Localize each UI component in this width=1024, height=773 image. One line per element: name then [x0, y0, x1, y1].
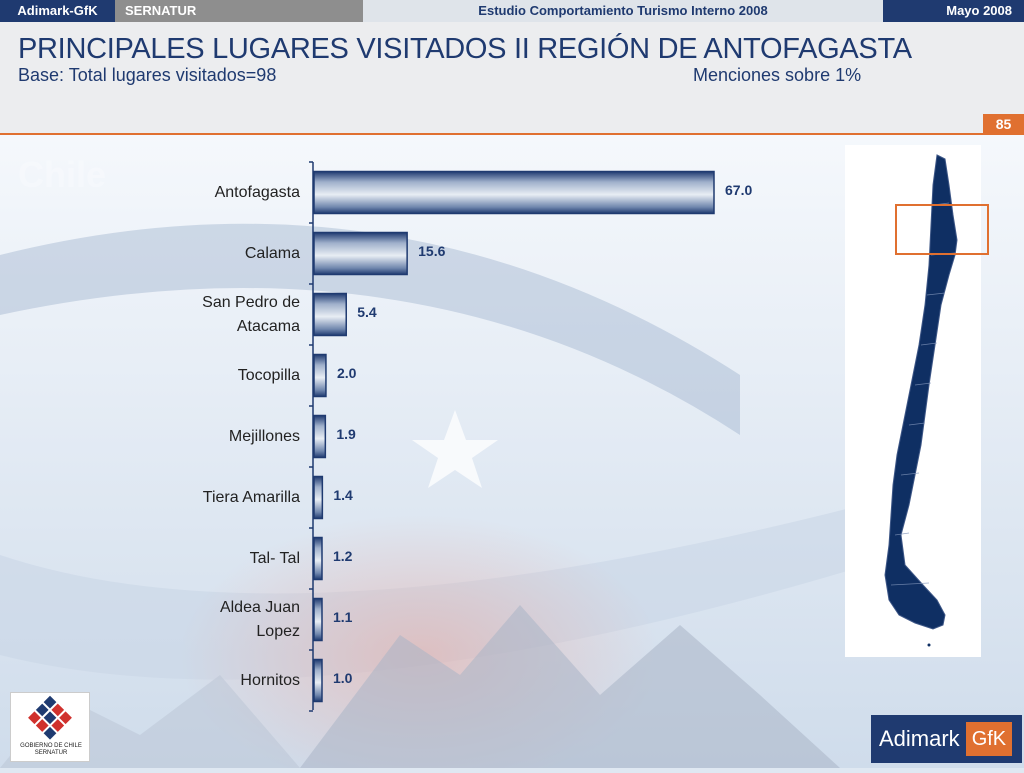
sernatur-text: SERNATUR — [34, 750, 68, 756]
category-label-line-1-0: Calama — [244, 244, 300, 262]
category-label-0: Antofagasta — [100, 181, 300, 205]
bar-chart-plot — [309, 161, 715, 712]
category-label-line-4-0: Mejillones — [228, 427, 300, 445]
category-label-line-8-0: Hornitos — [240, 671, 300, 689]
chile-map — [884, 154, 958, 647]
category-label-line-2-0: San Pedro de — [202, 293, 300, 311]
bar-4 — [313, 414, 327, 459]
category-label-6: Tal- Tal — [100, 547, 300, 571]
adimark-logo-text: Adimark — [879, 726, 960, 751]
adimark-gfk-logo: Adimark GfK — [871, 715, 1022, 763]
category-label-line-7-1: Lopez — [256, 622, 300, 640]
gfk-logo-text: GfK — [965, 722, 1013, 756]
base-subtitle: Base: Total lugares visitados=98 — [18, 65, 277, 85]
value-label-7: 1.1 — [333, 608, 353, 625]
top-bar: Adimark-GfK SERNATUR Estudio Comportamie… — [0, 0, 1024, 22]
chile-map-shape — [884, 154, 958, 630]
category-label-2: San Pedro de Atacama — [100, 291, 300, 339]
category-label-line-5-0: Tiera Amarilla — [202, 488, 300, 506]
value-label-8: 1.0 — [333, 669, 353, 686]
gobierno-text: GOBIERNO DE CHILE — [20, 743, 82, 749]
client-label: SERNATUR — [115, 0, 363, 22]
gobierno-logo: GOBIERNO DE CHILE SERNATUR — [10, 692, 90, 762]
category-label-line-0-0: Antofagasta — [214, 183, 300, 201]
chile-map-panel — [845, 145, 981, 657]
study-title: Estudio Comportamiento Turismo Interno 2… — [363, 0, 883, 22]
svg-text:Chile: Chile — [18, 154, 106, 195]
bar-6 — [313, 536, 323, 581]
date-label: Mayo 2008 — [883, 0, 1024, 22]
bar-0 — [313, 170, 715, 215]
page-number-badge: 85 — [983, 114, 1024, 134]
bar-5 — [313, 475, 324, 520]
category-label-line-3-0: Tocopilla — [237, 366, 300, 384]
bar-chart: Antofagasta Calama San Pedro de Atacama Toco… — [0, 135, 840, 768]
page-title: PRINCIPALES LUGARES VISITADOS II REGIÓN … — [18, 33, 912, 65]
bar-2 — [313, 292, 347, 337]
region-highlight-frame — [895, 204, 989, 255]
category-label-7: Aldea Juan Lopez — [100, 596, 300, 644]
mentions-note: Menciones sobre 1% — [693, 65, 862, 85]
bar-8 — [313, 658, 323, 703]
category-label-line-2-1: Atacama — [236, 317, 300, 335]
category-label-line-6-0: Tal- Tal — [249, 549, 300, 567]
category-label-5: Tiera Amarilla — [100, 486, 300, 510]
value-label-1: 15.6 — [418, 242, 446, 259]
category-label-line-7-0: Aldea Juan — [219, 598, 300, 616]
category-label-1: Calama — [100, 242, 300, 266]
value-label-0: 67.0 — [725, 181, 753, 198]
value-label-6: 1.2 — [333, 547, 353, 564]
bar-1 — [313, 231, 408, 276]
value-label-3: 2.0 — [336, 364, 357, 381]
value-label-5: 1.4 — [333, 486, 353, 503]
bar-7 — [313, 597, 323, 642]
value-label-4: 1.9 — [336, 425, 356, 442]
gobierno-logo-text: GOBIERNO DE CHILE SERNATUR — [11, 743, 91, 757]
value-label-2: 5.4 — [357, 303, 377, 320]
bar-3 — [313, 353, 327, 398]
brand-label: Adimark-GfK — [0, 0, 115, 22]
category-label-8: Hornitos — [100, 669, 300, 693]
category-label-4: Mejillones — [100, 425, 300, 449]
category-label-3: Tocopilla — [100, 364, 300, 388]
sernatur-emblem-icon — [28, 695, 72, 740]
slide-header — [0, 22, 1024, 135]
